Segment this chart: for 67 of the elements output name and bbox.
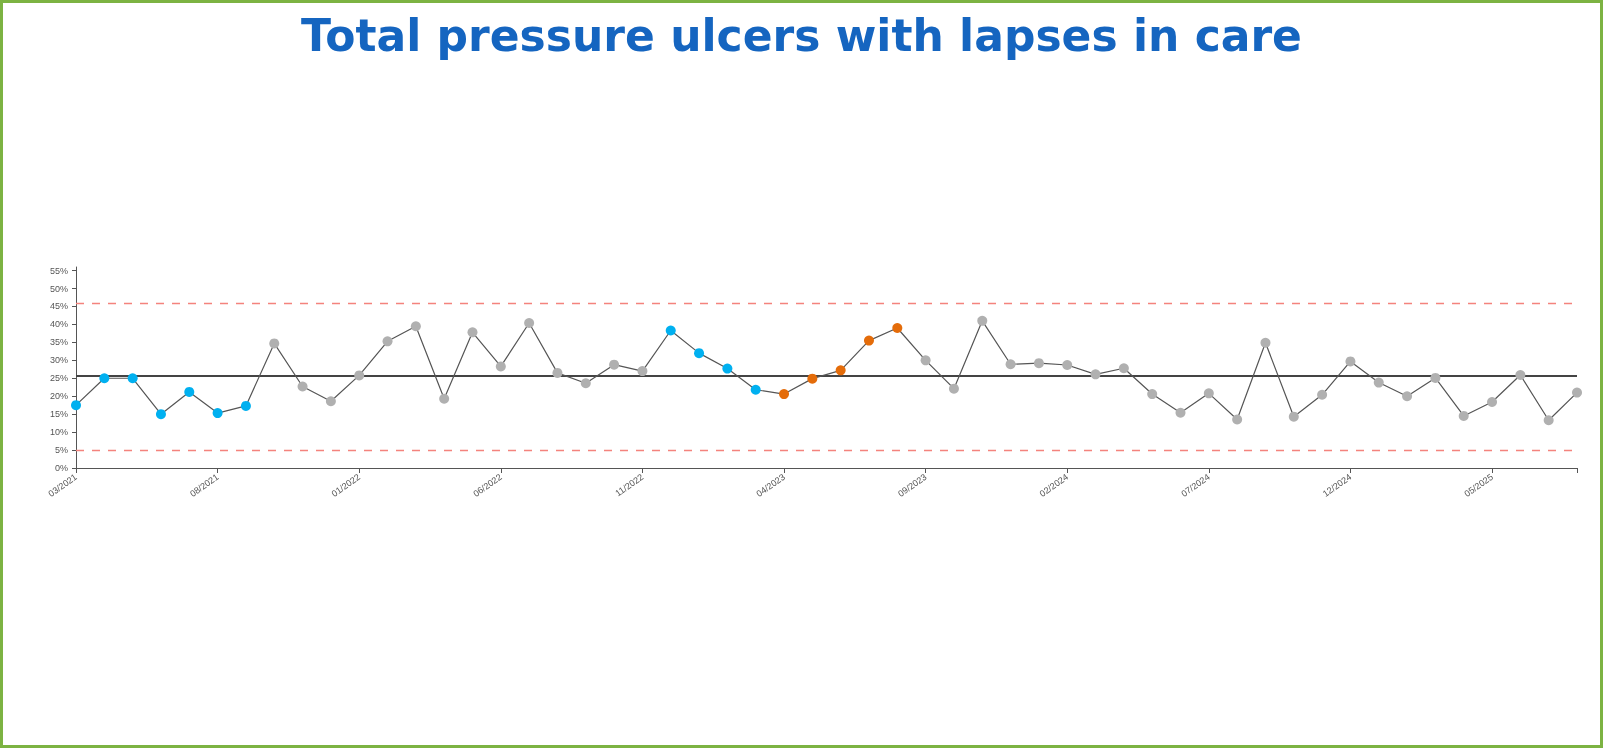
- point: [1118, 363, 1129, 374]
- point: [155, 409, 166, 420]
- y-tick-label: 40%: [49, 319, 68, 330]
- point: [552, 367, 563, 378]
- point: [297, 381, 308, 392]
- point: [524, 318, 535, 328]
- point: [1487, 396, 1498, 407]
- point: [1175, 407, 1186, 418]
- point: [892, 323, 903, 334]
- point: [240, 400, 251, 411]
- point: [1515, 370, 1526, 381]
- point: [694, 348, 705, 359]
- point: [1232, 414, 1243, 425]
- point: [1458, 410, 1469, 421]
- point: [1147, 389, 1158, 400]
- y-tick-label: 45%: [49, 301, 68, 312]
- point: [750, 384, 761, 395]
- point: [1373, 377, 1384, 388]
- y-tick-label: 50%: [49, 283, 68, 294]
- point: [779, 389, 790, 400]
- point: [665, 325, 676, 336]
- point: [325, 396, 336, 407]
- point: [212, 408, 223, 419]
- point: [1572, 387, 1582, 398]
- y-tick-label: 0%: [54, 463, 68, 473]
- point: [439, 393, 450, 404]
- point: [354, 370, 365, 381]
- y-tick-label: 55%: [49, 265, 68, 276]
- point: [1345, 356, 1356, 367]
- point: [1543, 415, 1554, 426]
- point: [467, 327, 478, 338]
- point: [71, 400, 81, 411]
- point: [1090, 369, 1101, 380]
- point: [495, 361, 506, 372]
- point: [807, 373, 818, 384]
- point: [920, 355, 931, 366]
- point: [99, 373, 110, 384]
- point: [1005, 359, 1016, 370]
- point: [948, 383, 959, 394]
- point: [977, 315, 988, 326]
- point: [1402, 391, 1413, 402]
- point: [1033, 358, 1044, 369]
- point: [1430, 372, 1441, 383]
- y-tick-label: 20%: [49, 391, 68, 402]
- point: [382, 336, 393, 347]
- point: [609, 359, 620, 370]
- point: [722, 363, 733, 374]
- point: [127, 373, 138, 384]
- y-tick-label: 15%: [49, 409, 68, 420]
- y-tick-label: 5%: [54, 445, 68, 456]
- point: [269, 338, 280, 349]
- y-tick-label: 30%: [49, 355, 68, 366]
- point: [1260, 337, 1271, 348]
- point: [580, 378, 591, 389]
- chart-title: Total pressure ulcers with lapses in care: [301, 9, 1302, 61]
- point: [1288, 411, 1299, 422]
- point: [637, 366, 648, 377]
- point: [410, 321, 421, 332]
- y-tick-label: 25%: [49, 373, 68, 384]
- point: [184, 386, 195, 397]
- y-tick-label: 10%: [49, 427, 68, 438]
- point: [1203, 388, 1214, 399]
- y-tick-label: 35%: [49, 337, 68, 348]
- point: [863, 335, 874, 346]
- point: [1317, 389, 1328, 400]
- point: [1062, 359, 1073, 370]
- point: [835, 365, 846, 376]
